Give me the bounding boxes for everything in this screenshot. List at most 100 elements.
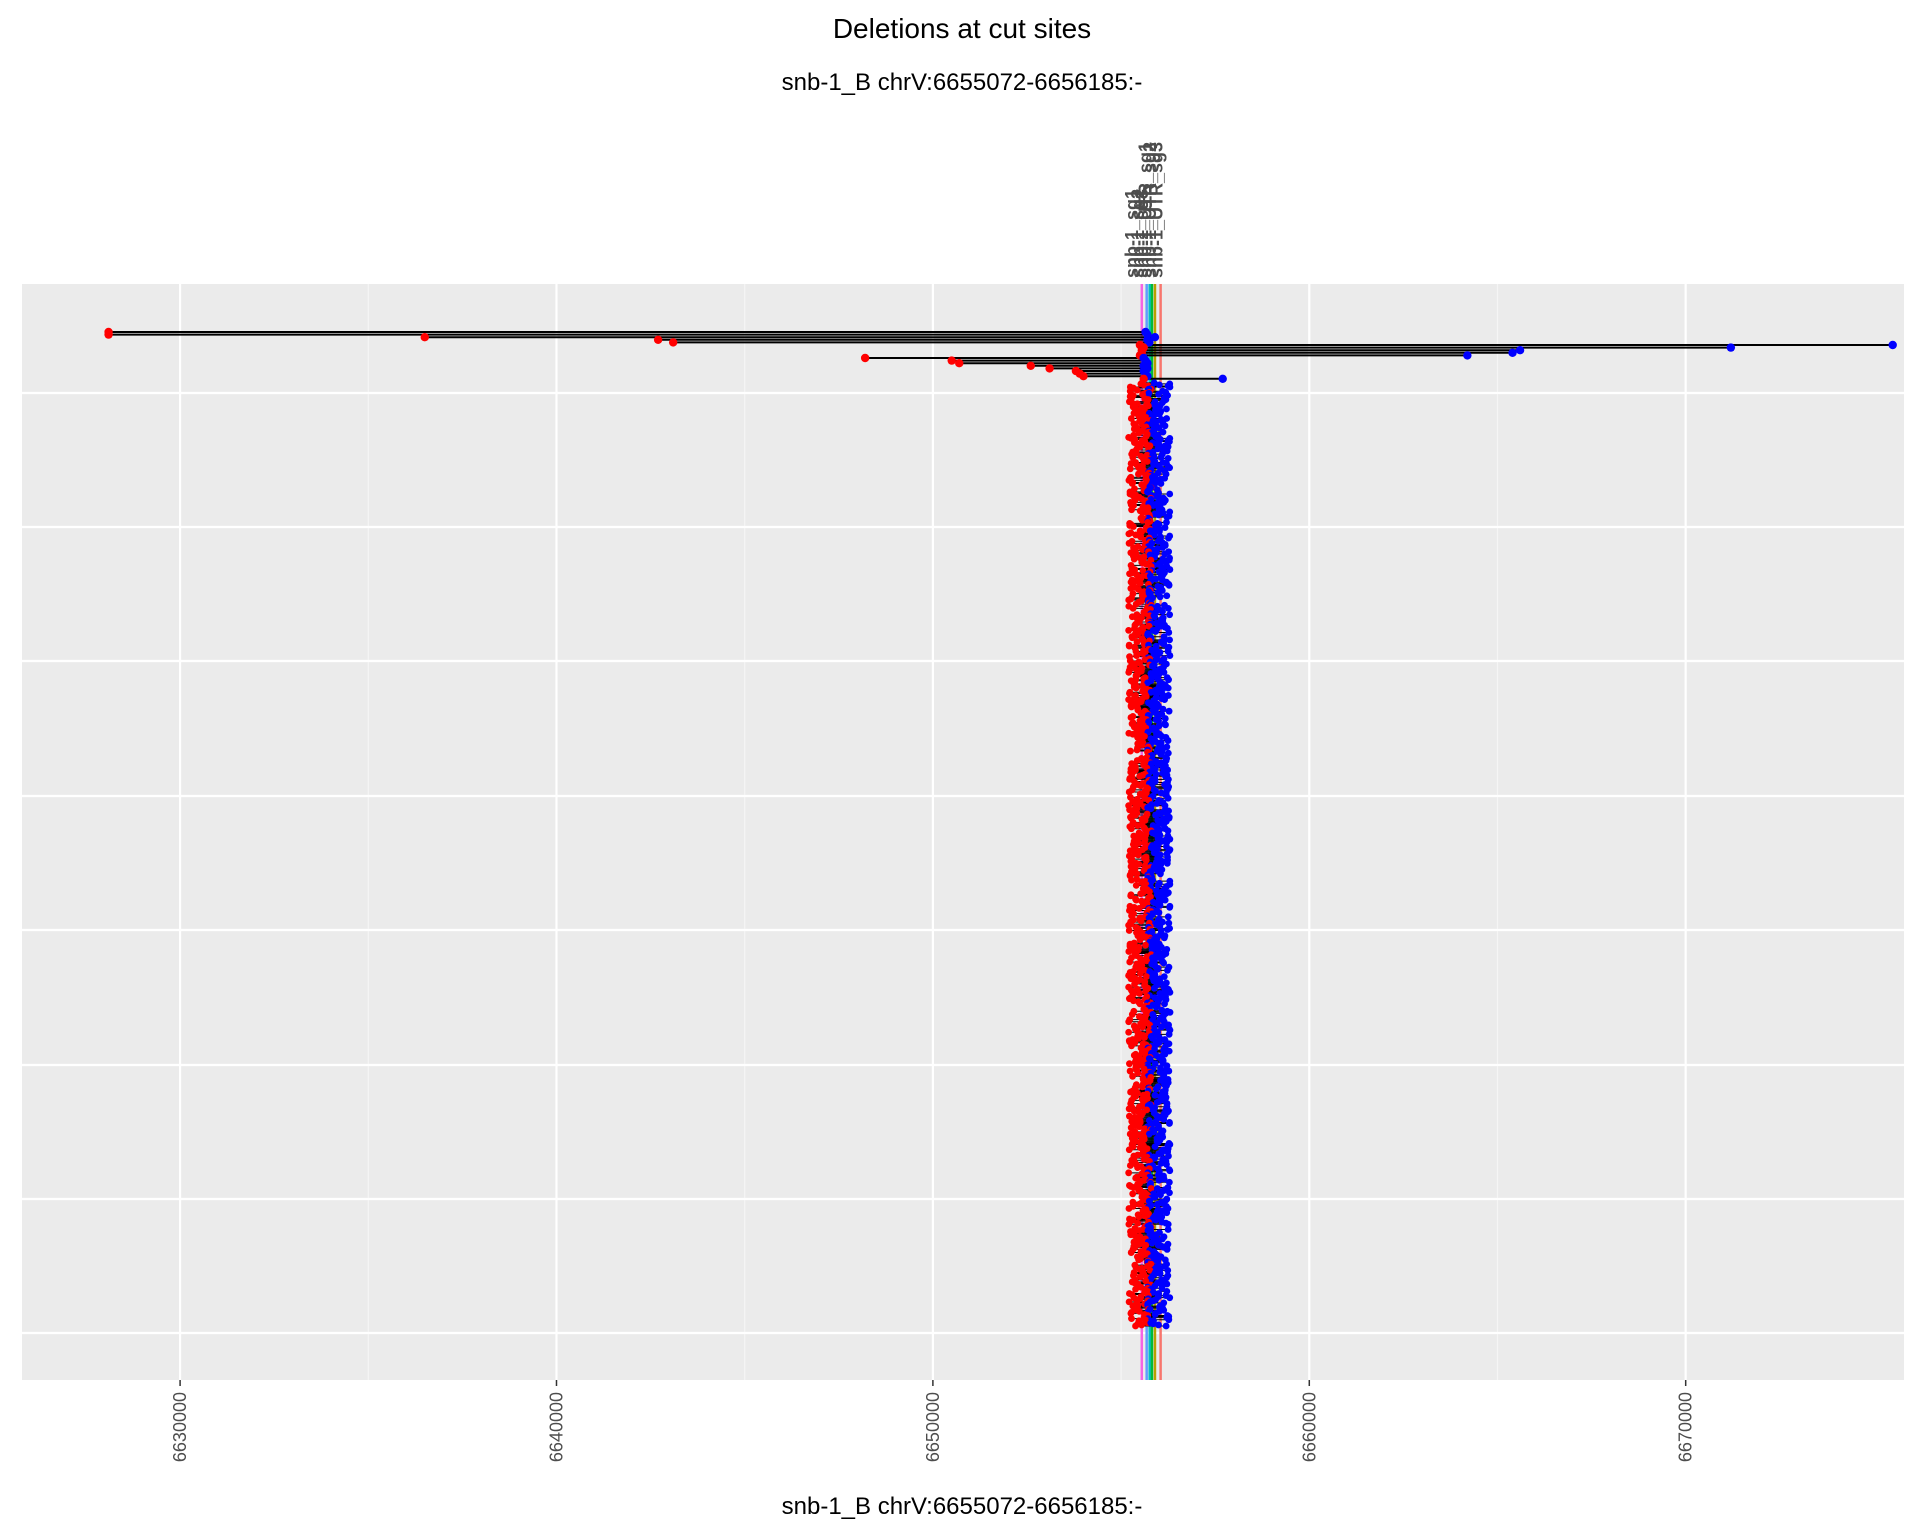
deletion-start-point	[1026, 361, 1035, 370]
deletion-end-point	[1164, 737, 1172, 744]
deletion-end-point	[1152, 811, 1159, 819]
deletion-end-point	[1164, 1220, 1172, 1228]
deletion-start-point	[1127, 585, 1135, 592]
deletion-end-point	[1150, 531, 1158, 539]
deletion-end-point	[1161, 550, 1169, 558]
deletion-start-point	[1137, 782, 1145, 790]
deletion-end-point	[1150, 984, 1158, 992]
deletion-start-point	[1130, 425, 1138, 433]
deletion-start-point	[1137, 890, 1145, 898]
x-axis-ticks: 6630000 6640000 6650000 6660000 6670000	[170, 1380, 1696, 1462]
deletion-start-point	[1126, 958, 1134, 966]
deletion-start-point	[1129, 453, 1137, 461]
deletion-start-point	[860, 353, 870, 363]
deletion-end-point	[1147, 844, 1155, 851]
deletion-end-point	[1166, 1167, 1174, 1175]
deletion-start-point	[1135, 1103, 1143, 1111]
deletion-start-point	[668, 338, 678, 347]
deletion-end-point	[1160, 640, 1168, 648]
deletion-end-point	[1164, 604, 1172, 612]
deletion-start-point	[1133, 875, 1141, 883]
deletion-end-point	[1157, 870, 1164, 878]
deletion-end-point	[1165, 707, 1173, 715]
deletion-end-point	[1155, 740, 1163, 748]
deletion-end-point	[1164, 966, 1171, 974]
deletion-start-point	[1127, 1310, 1135, 1317]
deletion-start-point	[1127, 714, 1135, 721]
deletion-start-point	[1130, 1184, 1138, 1191]
deletion-end-point	[1151, 1091, 1159, 1099]
deletion-end-point	[1155, 381, 1163, 389]
deletion-start-point	[1135, 1256, 1143, 1264]
deletion-start-point	[1127, 1249, 1135, 1256]
deletion-end-point	[1166, 611, 1174, 619]
deletion-end-point	[1149, 1320, 1157, 1328]
deletion-end-point	[1726, 343, 1736, 352]
deletion-start-point	[1128, 506, 1135, 514]
deletion-end-point	[1160, 1115, 1168, 1123]
deletion-start-point	[1144, 402, 1152, 410]
deletion-start-point	[1125, 1028, 1133, 1036]
deletion-end-point	[1152, 787, 1159, 795]
deletion-end-point	[1157, 453, 1165, 461]
x-tick-label: 6670000	[1676, 1392, 1696, 1462]
deletion-end-point	[1166, 988, 1174, 996]
deletion-start-point	[1128, 1010, 1136, 1018]
deletion-end-point	[1163, 518, 1170, 526]
deletion-start-point	[1135, 470, 1142, 478]
deletion-start-point	[1147, 1185, 1155, 1192]
deletion-end-point	[1463, 351, 1472, 360]
deletion-end-point	[1160, 1175, 1168, 1183]
deletion-start-point	[1128, 1042, 1135, 1050]
deletion-start-point	[1136, 1273, 1144, 1281]
x-tick-label: 6640000	[546, 1392, 566, 1462]
deletion-end-point	[1515, 346, 1525, 355]
deletion-end-point	[1165, 1030, 1173, 1038]
deletion-end-point	[1156, 593, 1164, 601]
deletion-end-point	[1166, 438, 1173, 445]
deletion-end-point	[1156, 901, 1164, 909]
deletion-start-point	[1138, 1170, 1146, 1178]
plot-panel	[22, 284, 1904, 1380]
deletion-end-point	[1508, 348, 1517, 357]
deletion-end-point	[1157, 750, 1165, 758]
deletion-start-point	[1134, 1164, 1141, 1171]
deletion-end-point	[1153, 1200, 1161, 1208]
deletion-start-point	[1146, 888, 1153, 896]
deletion-start-point	[420, 333, 429, 342]
deletion-end-point	[1165, 1120, 1173, 1127]
deletion-start-point	[1125, 1205, 1133, 1212]
deletion-end-point	[1159, 608, 1166, 615]
deletion-end-point	[1163, 859, 1171, 867]
deletion-start-point	[1137, 533, 1144, 541]
deletion-start-point	[1126, 1060, 1133, 1068]
deletion-start-point	[1129, 1072, 1136, 1080]
deletion-end-point	[1153, 1099, 1161, 1106]
deletion-start-point	[1135, 1213, 1143, 1221]
deletion-start-point	[1132, 1285, 1139, 1293]
deletion-end-point	[1165, 1316, 1173, 1324]
deletion-start-point	[1142, 941, 1149, 949]
deletion-start-point	[1129, 1190, 1137, 1198]
deletion-start-point	[1138, 516, 1146, 524]
deletion-start-point	[1129, 523, 1137, 530]
deletion-start-point	[1128, 876, 1135, 884]
deletion-start-point	[1126, 689, 1133, 697]
deletion-start-point	[1141, 1034, 1148, 1041]
cut-site-label: snb-1_UTR_sg1	[1136, 142, 1156, 278]
chart-title: Deletions at cut sites	[833, 13, 1091, 44]
deletion-end-point	[1888, 340, 1897, 350]
deletion-start-point	[947, 356, 956, 365]
deletion-start-point	[1132, 1322, 1139, 1330]
cut-site-label: snb-1_UTR_sg2	[1140, 142, 1160, 278]
deletion-start-point	[1145, 894, 1152, 902]
deletion-start-point	[1125, 642, 1133, 650]
deletion-start-point	[1139, 741, 1146, 749]
deletion-start-point	[1125, 927, 1133, 934]
deletion-end-point	[1159, 428, 1167, 436]
deletion-end-point	[1157, 436, 1164, 443]
deletion-start-point	[1128, 480, 1136, 487]
deletion-start-point	[1146, 1266, 1154, 1274]
deletion-start-point	[1145, 622, 1153, 630]
deletion-start-point	[1045, 364, 1054, 373]
